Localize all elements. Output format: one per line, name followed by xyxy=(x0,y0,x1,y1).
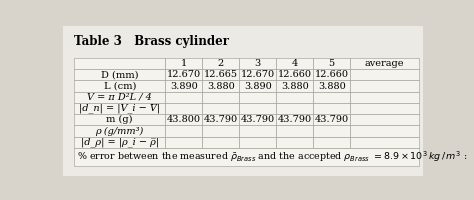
Text: 12.660: 12.660 xyxy=(315,70,349,79)
Text: 43.790: 43.790 xyxy=(278,115,312,124)
Text: 3.880: 3.880 xyxy=(281,82,309,91)
Bar xyxy=(350,125,419,137)
Text: 3: 3 xyxy=(255,59,261,68)
Bar xyxy=(313,125,350,137)
Text: |d_n| = |V_i − V̅|: |d_n| = |V_i − V̅| xyxy=(79,104,160,113)
Text: D (mm): D (mm) xyxy=(101,70,138,79)
Bar xyxy=(239,69,276,80)
Text: 12.660: 12.660 xyxy=(278,70,312,79)
Text: 43.790: 43.790 xyxy=(204,115,238,124)
Bar xyxy=(74,69,165,80)
Bar xyxy=(239,58,276,69)
Text: 3.880: 3.880 xyxy=(207,82,235,91)
Bar xyxy=(202,58,239,69)
Bar xyxy=(276,80,313,92)
Text: m (g): m (g) xyxy=(107,115,133,124)
Bar xyxy=(313,58,350,69)
Text: 5: 5 xyxy=(328,59,335,68)
Text: % error between the measured $\bar{\rho}_{Brass}$ and the accepted $\rho_{Brass}: % error between the measured $\bar{\rho}… xyxy=(77,150,467,164)
Bar xyxy=(276,114,313,125)
Bar xyxy=(350,69,419,80)
Text: 43.800: 43.800 xyxy=(167,115,201,124)
Text: 3.890: 3.890 xyxy=(170,82,198,91)
Text: 12.670: 12.670 xyxy=(241,70,275,79)
Text: |d_ρ| = |ρ_i − ρ̅|: |d_ρ| = |ρ_i − ρ̅| xyxy=(81,137,159,147)
Text: average: average xyxy=(365,59,404,68)
Bar xyxy=(239,80,276,92)
Bar xyxy=(239,92,276,103)
Bar xyxy=(74,137,165,148)
Bar xyxy=(74,92,165,103)
Bar xyxy=(74,80,165,92)
Bar xyxy=(313,137,350,148)
Bar xyxy=(165,103,202,114)
Bar xyxy=(239,137,276,148)
Bar xyxy=(202,125,239,137)
Bar xyxy=(165,114,202,125)
Bar xyxy=(74,125,165,137)
Bar xyxy=(74,114,165,125)
Bar xyxy=(202,69,239,80)
Bar xyxy=(202,137,239,148)
Bar xyxy=(350,92,419,103)
Bar xyxy=(313,80,350,92)
Bar xyxy=(276,58,313,69)
Bar xyxy=(202,92,239,103)
Bar xyxy=(165,92,202,103)
Bar xyxy=(350,114,419,125)
Text: 1: 1 xyxy=(181,59,187,68)
Bar xyxy=(276,103,313,114)
Text: 43.790: 43.790 xyxy=(241,115,275,124)
Text: 4: 4 xyxy=(292,59,298,68)
Text: L (cm): L (cm) xyxy=(103,82,136,91)
Text: Table 3   Brass cylinder: Table 3 Brass cylinder xyxy=(74,35,229,48)
Bar xyxy=(350,103,419,114)
Text: 12.665: 12.665 xyxy=(204,70,238,79)
Bar xyxy=(276,137,313,148)
Bar xyxy=(165,69,202,80)
Bar xyxy=(239,125,276,137)
Bar xyxy=(239,103,276,114)
Text: 3.890: 3.890 xyxy=(244,82,272,91)
Bar xyxy=(165,137,202,148)
Bar xyxy=(276,69,313,80)
Bar xyxy=(276,92,313,103)
Bar xyxy=(276,125,313,137)
Bar xyxy=(313,114,350,125)
Bar xyxy=(74,103,165,114)
Text: 43.790: 43.790 xyxy=(315,115,349,124)
Bar xyxy=(313,69,350,80)
Bar xyxy=(165,125,202,137)
Bar xyxy=(165,58,202,69)
Bar xyxy=(165,80,202,92)
Bar xyxy=(313,92,350,103)
Bar xyxy=(350,58,419,69)
Bar xyxy=(74,58,165,69)
Bar xyxy=(202,114,239,125)
Text: ρ (g/mm³): ρ (g/mm³) xyxy=(96,127,144,136)
Bar xyxy=(74,148,419,166)
Bar xyxy=(202,80,239,92)
Text: V = π D²L / 4: V = π D²L / 4 xyxy=(87,93,152,102)
Text: 3.880: 3.880 xyxy=(318,82,346,91)
Text: 12.670: 12.670 xyxy=(167,70,201,79)
FancyBboxPatch shape xyxy=(63,26,423,176)
Bar xyxy=(239,114,276,125)
Bar xyxy=(313,103,350,114)
Bar xyxy=(202,103,239,114)
Bar xyxy=(350,137,419,148)
Text: 2: 2 xyxy=(218,59,224,68)
Bar xyxy=(350,80,419,92)
